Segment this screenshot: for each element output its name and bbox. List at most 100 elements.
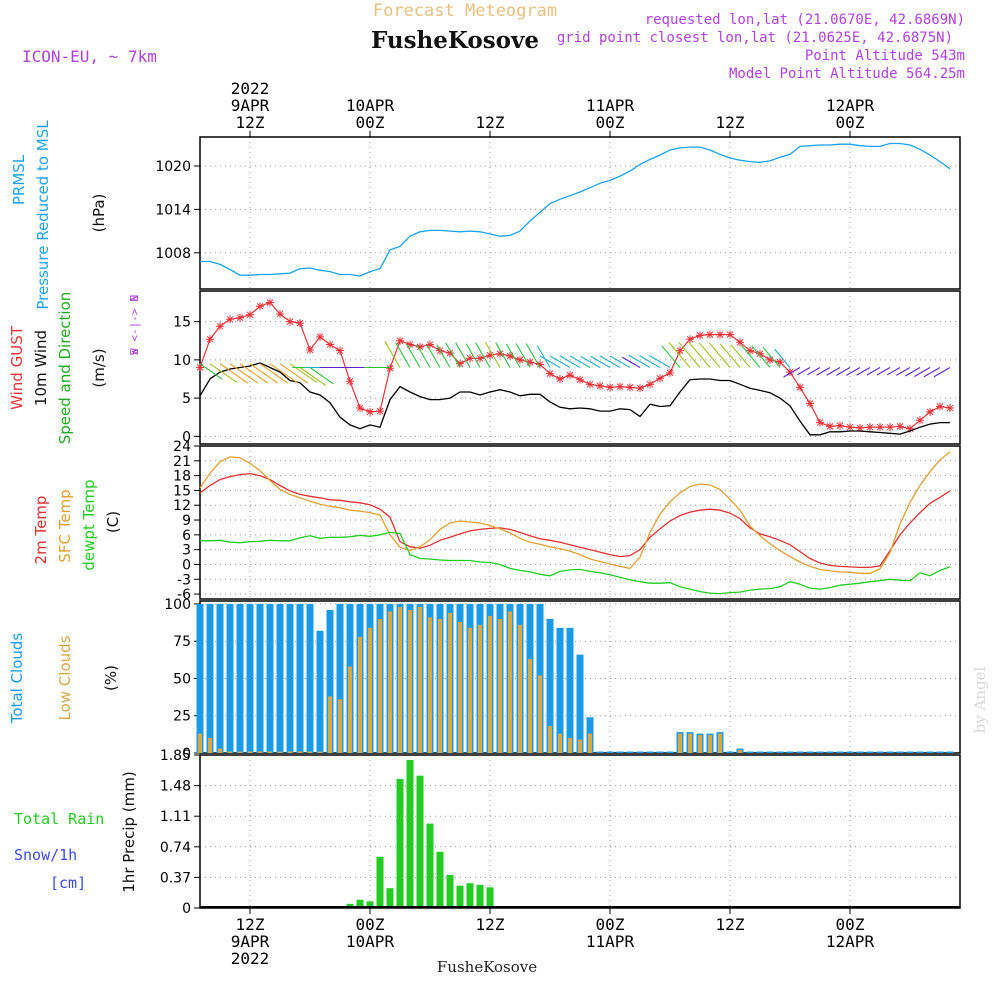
low-cloud-bar	[698, 735, 702, 753]
wind-direction-barb	[866, 367, 881, 376]
top-time-label: 00Z	[836, 113, 865, 132]
total-cloud-bar	[556, 627, 564, 753]
wind-direction-barb	[730, 344, 751, 368]
y-tick-label: 1020	[155, 159, 191, 175]
wind-direction-barb	[590, 355, 611, 368]
wind-direction-barb	[495, 342, 511, 368]
rain-bar	[346, 903, 354, 908]
wind-direction-barb	[475, 342, 491, 368]
gust-point	[466, 354, 474, 363]
bottom-time-label: 9APR	[231, 932, 270, 951]
gust-point	[906, 424, 914, 433]
wind-direction-barb	[774, 348, 791, 368]
y-tick-label: 1.85	[160, 748, 191, 764]
low-cloud-bar	[258, 751, 262, 753]
low-cloud-bar	[518, 624, 522, 753]
total-cloud-bar	[316, 630, 324, 753]
wind-direction-barb	[751, 345, 771, 368]
rain-bar	[426, 823, 434, 908]
total-cloud-bar	[766, 751, 774, 753]
wind-direction-barb	[797, 367, 811, 376]
wind-direction-barb	[708, 342, 731, 368]
y-tick-label: 0	[182, 557, 191, 573]
y-tick-label: 21	[173, 454, 191, 470]
rain-bar	[476, 884, 484, 908]
y-tick-label: 25	[173, 709, 191, 725]
y-tick-label: 9	[182, 513, 191, 529]
panel-frame	[199, 136, 961, 290]
gust-point	[636, 384, 644, 393]
gust-point	[386, 364, 394, 373]
gust-label: Wind GUST	[8, 325, 26, 410]
top-time-label: 12Z	[716, 113, 745, 132]
top-time-label: 12Z	[236, 113, 265, 132]
rain-bar	[466, 883, 474, 908]
wind-direction-barb	[416, 344, 431, 368]
low-cloud-bar	[338, 699, 342, 753]
gust-point	[916, 416, 924, 425]
wind-direction-barb	[199, 363, 223, 380]
low-cloud-bar	[408, 609, 412, 753]
top-time-label: 10APR	[346, 96, 395, 115]
gust-point	[296, 319, 304, 328]
model-altitude: Model Point Altitude 564.25m	[729, 66, 965, 82]
y-tick-label: 5	[182, 391, 191, 407]
y-tick-label: 100	[164, 597, 191, 613]
low-cloud-bar	[388, 611, 392, 753]
wind-direction-barb	[209, 363, 238, 383]
wind-direction-barb	[229, 363, 259, 384]
wind-direction-barb	[505, 343, 521, 368]
wind-direction-barb	[436, 344, 451, 368]
gust-point	[536, 360, 544, 369]
gust-point	[646, 380, 654, 389]
gust-point	[196, 363, 204, 372]
total-cloud-bar	[306, 603, 314, 753]
gust-point	[606, 383, 614, 392]
dewpt-label: dewpt Temp	[80, 479, 98, 570]
total-cloud-bar	[226, 603, 234, 753]
total-cloud-bar	[946, 751, 954, 753]
gust-point	[686, 335, 694, 344]
y-tick-label: -3	[177, 572, 191, 588]
wind-direction-barb	[580, 355, 601, 368]
gust-point	[506, 352, 514, 361]
gust-point	[346, 377, 354, 386]
wind-direction-barb	[559, 355, 581, 368]
low-cloud-bar	[288, 751, 292, 753]
gust-point	[426, 340, 434, 349]
snow-label: Snow/1h	[14, 846, 77, 864]
wind-direction-barb	[846, 367, 861, 376]
wind-direction-barb	[816, 367, 831, 376]
gust-point	[566, 371, 574, 380]
total-cloud-bar	[786, 751, 794, 753]
gust-point	[616, 382, 624, 391]
total-rain-label: Total Rain	[14, 810, 104, 828]
low-cloud-bar	[738, 750, 742, 753]
wind-direction-barb	[465, 343, 481, 368]
wind-direction-barb	[856, 367, 871, 376]
total-cloud-bar	[616, 751, 624, 753]
wind-direction-label: Speed and Direction	[56, 292, 74, 445]
gust-point	[446, 348, 454, 357]
pressure-unit: (hPa)	[90, 194, 108, 233]
wind-direction-barb	[279, 363, 309, 384]
low-cloud-bar	[298, 751, 302, 753]
rain-bar	[406, 759, 414, 908]
low-cloud-bar	[278, 751, 282, 753]
wind-direction-barb	[599, 355, 621, 368]
low-cloud-bar	[438, 618, 442, 753]
plot-layer: 100810141020051015-6-3036912151821240255…	[155, 79, 961, 968]
wind-direction-barb	[426, 344, 441, 368]
gust-point	[496, 349, 504, 358]
temp2m-series-line	[199, 472, 951, 569]
low-cloud-bar	[368, 627, 372, 753]
low-cloud-bar	[548, 726, 552, 753]
gust-point	[356, 404, 364, 413]
supertitle: Forecast Meteogram	[373, 1, 557, 21]
gust-point	[556, 374, 564, 383]
wind-direction-barb	[740, 344, 761, 368]
top-time-label: 00Z	[356, 113, 385, 132]
wind-direction-barb	[668, 342, 691, 368]
wind-direction-barb	[826, 367, 841, 376]
low-cloud-bar	[418, 606, 422, 753]
